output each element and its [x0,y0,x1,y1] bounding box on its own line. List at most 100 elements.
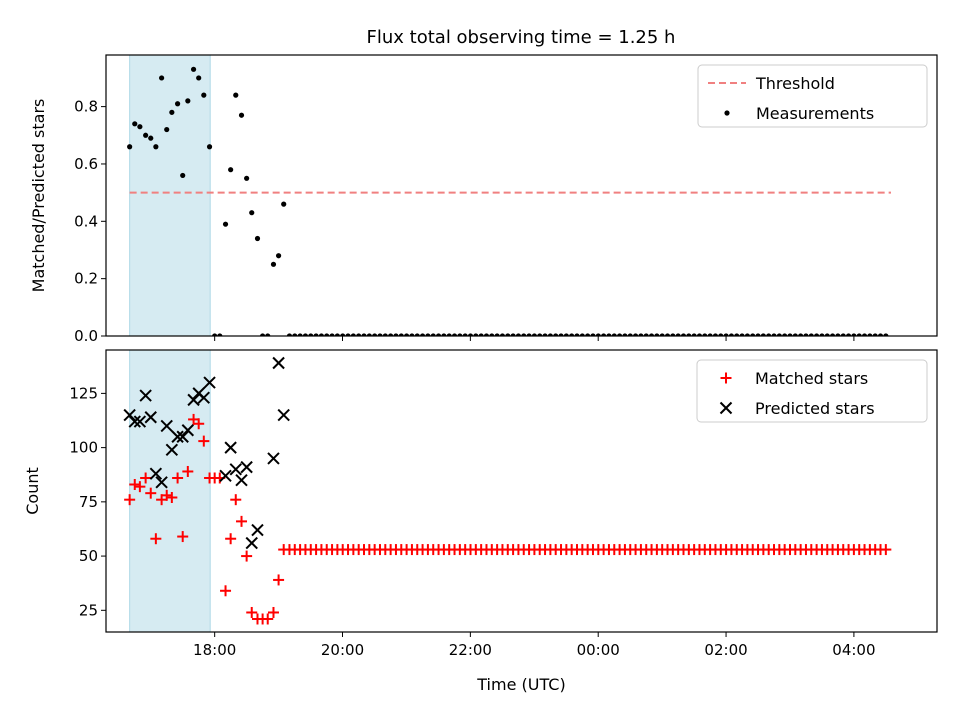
measurement-point [435,333,442,336]
predicted-star-point [272,356,285,370]
measurement-point [260,333,266,336]
matched-star-point [145,487,157,499]
measurement-point [430,333,436,336]
measurement-point [127,144,133,150]
measurement-point [670,333,676,336]
measurement-point [558,333,564,336]
measurement-point [275,253,282,259]
measurement-point [728,333,735,336]
measurement-point [265,333,271,336]
legend-label: Predicted stars [755,399,875,418]
predicted-star-mark [149,467,163,480]
matched-star-point [225,533,237,545]
matched-star-point [230,494,242,506]
measurement-point [478,333,484,336]
measurement-point [537,333,543,336]
measurement-point [702,333,708,336]
y-tick-label: 0.2 [74,270,98,288]
measurement-point [835,333,841,336]
predicted-star-point [144,411,157,424]
measurement-point [483,333,490,336]
measurement-point [808,333,814,336]
plot-area-2 [123,356,892,625]
legend-box [697,64,928,128]
measurement-point [350,333,356,336]
measurement-point [851,333,857,336]
legend-label: Measurements [756,104,874,123]
measurement-point [696,333,703,336]
measurement-point [473,333,479,336]
measurement-point [792,333,798,336]
measurement-point [622,333,628,336]
measurement-point [798,333,804,336]
y-axis-label: Count [23,467,42,515]
measurement-point [222,221,229,227]
x-tick-label: 22:00 [449,641,492,659]
measurement-point [627,333,633,336]
measurement-point [712,333,719,336]
y-tick-label: 0.0 [74,327,98,345]
measurement-point [585,333,591,336]
measurement-point [372,333,378,336]
measurement-point [382,333,388,336]
y-tick-label: 50 [79,547,98,565]
measurement-point [595,333,601,336]
measurement-point [744,333,750,336]
y-tick-label: 75 [79,493,98,511]
predicted-star-mark [224,441,237,454]
measurement-point [659,333,665,336]
x-tick-label: 04:00 [832,641,875,659]
measurement-point [643,333,649,336]
measurement-point [819,333,825,336]
measurement-point [467,333,474,336]
measurement-point [499,333,506,336]
matched-star-point [880,544,892,556]
measurement-point [739,333,745,336]
measurement-point [446,333,452,336]
measurement-point [616,333,623,336]
measurement-point [845,333,852,336]
measurement-point [419,333,426,336]
measurement-point [137,124,143,130]
matched-star-point [166,492,178,504]
measurement-point [723,333,729,336]
measurement-point [324,333,330,336]
matched-star-point [241,550,253,562]
predicted-star-point [181,424,195,437]
measurement-point [233,92,239,98]
measurement-point [196,75,202,81]
x-tick-label: 02:00 [704,641,747,659]
plot-area-1 [127,66,891,336]
measurement-point [388,333,394,336]
measurement-point [159,75,165,81]
measurement-point [366,333,372,336]
x-axis-label: Time (UTC) [476,675,565,694]
predicted-star-point [277,408,290,422]
measurement-point [526,333,532,336]
predicted-star-mark [171,430,184,443]
measurement-point [270,261,277,267]
measurement-point [611,333,617,336]
measurement-point [531,333,537,336]
x-tick-label: 20:00 [321,641,364,659]
matched-star-point [193,418,205,430]
measurement-point [164,126,170,133]
measurement-point [302,333,309,336]
predicted-star-mark [144,411,157,424]
measurement-point [377,333,383,336]
y-tick-label: 0.4 [74,212,98,230]
predicted-star-point [139,389,152,402]
measurement-point [212,333,218,336]
x-tick-label: 18:00 [193,641,236,659]
measurement-point [755,333,761,336]
measurement-point [494,333,500,336]
predicted-star-point [251,523,264,537]
measurement-point [569,333,575,336]
measurement-point [409,333,415,336]
measurement-point [824,333,830,336]
predicted-star-mark [219,469,232,483]
legend-predicted-swatch [719,401,733,415]
legend-label: Matched stars [755,369,868,388]
measurement-point [393,333,399,336]
